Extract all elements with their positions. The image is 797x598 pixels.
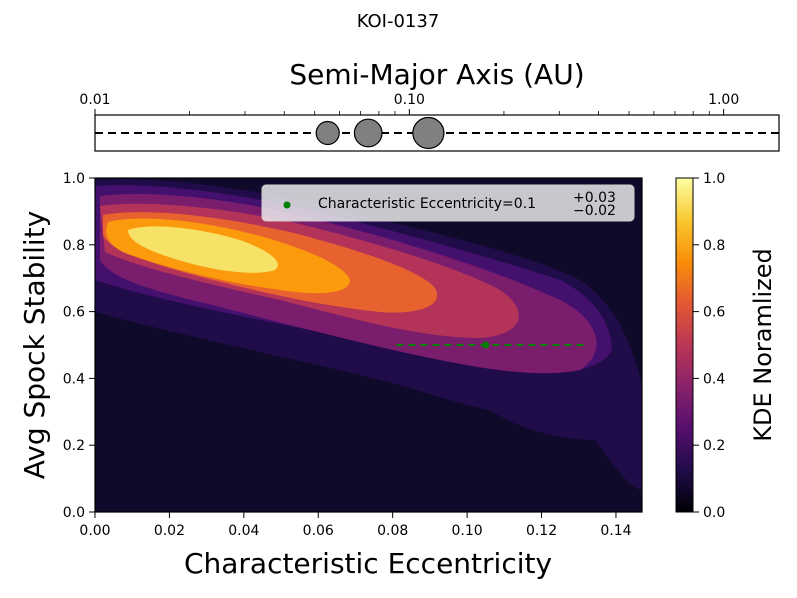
kde-y-tick-label: 0.0 <box>63 505 85 521</box>
legend-label: Characteristic Eccentricity=0.1 <box>318 196 536 212</box>
kde-contours <box>95 178 642 512</box>
figure-title: KOI-0137 <box>357 11 440 32</box>
kde-x-tick-label: 0.06 <box>303 523 334 539</box>
orbit-planet-point <box>412 116 445 150</box>
colorbar-ticks: 0.0 0.2 0.4 0.6 0.8 1.0 <box>693 171 725 521</box>
kde-x-tick-label: 0.02 <box>154 523 185 539</box>
kde-y-tick-label: 0.8 <box>63 238 85 254</box>
colorbar-tick-label: 0.2 <box>703 438 725 454</box>
orbit-planets <box>315 116 445 150</box>
orbit-tick-label: 0.01 <box>79 92 110 108</box>
eccentricity-marker-group <box>396 341 587 349</box>
kde-panel: Characteristic Eccentricity=0.1 +0.03 −0… <box>18 171 643 580</box>
kde-x-tick-label: 0.04 <box>228 523 259 539</box>
orbit-planet-point <box>315 120 340 146</box>
legend-label-prefix: Characteristic Eccentricity= <box>318 196 514 212</box>
legend-label-value: 0.1 <box>514 196 536 212</box>
orbit-tick-label: 1.00 <box>708 92 739 108</box>
kde-x-tick-label: 0.00 <box>79 523 110 539</box>
orbit-planet-point <box>353 118 383 148</box>
kde-y-tick-label: 0.4 <box>63 371 85 387</box>
orbit-panel: Semi-Major Axis (AU) 0.01 0.10 1.00 <box>79 58 780 152</box>
legend-marker <box>283 201 291 209</box>
kde-xlabel: Characteristic Eccentricity <box>184 547 552 580</box>
eccentricity-marker <box>482 341 490 349</box>
colorbar-gradient <box>675 177 694 513</box>
kde-x-tick-label: 0.08 <box>377 523 408 539</box>
kde-ylabel: Avg Spock Stability <box>18 211 51 480</box>
orbit-xlabel: Semi-Major Axis (AU) <box>289 58 584 91</box>
orbit-x-ticks: 0.01 0.10 1.00 <box>79 92 739 115</box>
colorbar-tick-label: 1.0 <box>703 171 725 187</box>
kde-x-tick-label: 0.12 <box>526 523 557 539</box>
kde-y-tick-label: 1.0 <box>63 171 85 187</box>
legend-sup: +0.03 <box>573 190 616 206</box>
kde-y-tick-label: 0.6 <box>63 305 85 321</box>
legend-box <box>261 184 635 222</box>
legend-sub: −0.02 <box>573 203 616 219</box>
kde-level-7 <box>128 226 278 273</box>
kde-y-tick-label: 0.2 <box>63 438 85 454</box>
kde-x-tick-label: 0.14 <box>600 523 631 539</box>
legend: Characteristic Eccentricity=0.1 +0.03 −0… <box>261 184 635 222</box>
kde-x-tick-label: 0.10 <box>452 523 483 539</box>
colorbar-label: KDE Noramlized <box>749 248 777 442</box>
colorbar-tick-label: 0.8 <box>703 238 725 254</box>
orbit-tick-label: 0.10 <box>394 92 425 108</box>
kde-axes-frame <box>94 177 643 513</box>
colorbar-tick-label: 0.6 <box>703 305 725 321</box>
colorbar-tick-label: 0.4 <box>703 371 725 387</box>
colorbar: 0.0 0.2 0.4 0.6 0.8 1.0 KDE Noramlized <box>675 171 777 521</box>
kde-y-ticks: 0.0 0.2 0.4 0.6 0.8 1.0 <box>63 171 95 521</box>
kde-x-ticks: 0.00 0.02 0.04 0.06 0.08 0.10 0.12 0.14 <box>79 512 632 539</box>
colorbar-tick-label: 0.0 <box>703 505 725 521</box>
